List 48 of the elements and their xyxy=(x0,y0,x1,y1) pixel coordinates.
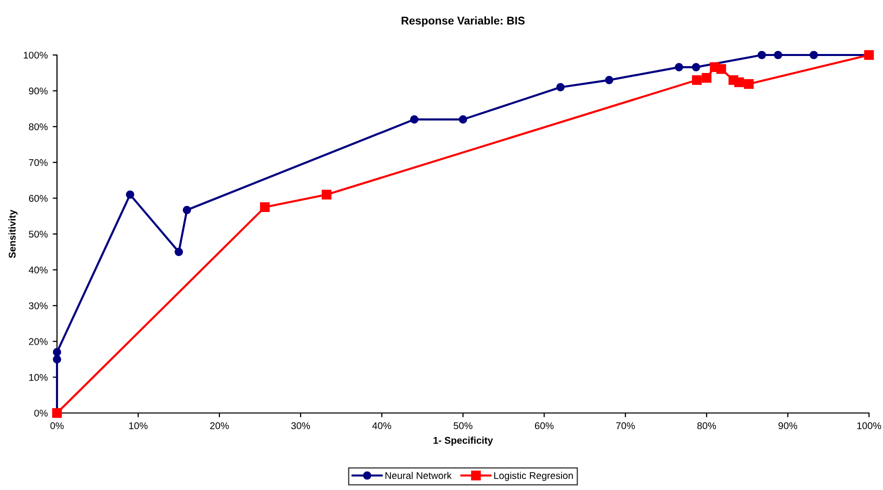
point xyxy=(810,50,818,60)
y-tick-label: 60% xyxy=(29,194,48,202)
y-axis-title: Sensitivity xyxy=(8,210,18,258)
y-tick-label: 90% xyxy=(28,88,48,94)
point xyxy=(692,75,702,85)
x-tick-label: 40% xyxy=(372,422,392,430)
point xyxy=(322,190,332,200)
x-tick-label: 50% xyxy=(454,422,472,430)
legend-label: Logistic Regresion xyxy=(494,472,573,481)
point xyxy=(716,64,726,74)
point xyxy=(458,115,468,124)
legend-label: Neural Network xyxy=(385,472,452,480)
point xyxy=(744,79,754,89)
point xyxy=(774,50,782,60)
y-tick-label: 80% xyxy=(28,123,48,130)
x-tick-label: 30% xyxy=(291,422,310,430)
point xyxy=(182,206,192,214)
x-tick-label: 20% xyxy=(210,422,229,430)
x-tick-label: 60% xyxy=(534,422,554,430)
point xyxy=(758,50,766,60)
x-tick-label: 10% xyxy=(129,422,148,430)
y-tick-label: 50% xyxy=(28,230,48,238)
point xyxy=(604,76,614,84)
point xyxy=(674,63,684,72)
y-tick-label: 30% xyxy=(28,302,48,310)
y-tick-label: 10% xyxy=(29,374,48,381)
point xyxy=(702,73,712,83)
y-tick-label: 0% xyxy=(34,410,48,417)
x-tick-label: 100% xyxy=(857,422,882,430)
point xyxy=(52,355,62,364)
y-tick-label: 70% xyxy=(29,159,48,166)
x-tick-label: 90% xyxy=(778,422,798,430)
point xyxy=(174,248,183,256)
point xyxy=(52,348,62,356)
point xyxy=(410,115,418,124)
point xyxy=(734,77,744,88)
x-axis-title: 1- Specificity xyxy=(434,436,493,446)
y-tick-label: 20% xyxy=(29,338,48,346)
x-tick-label: 0% xyxy=(50,422,64,430)
x-tick-label: 80% xyxy=(697,422,716,430)
x-tick-label: 70% xyxy=(616,422,635,430)
point xyxy=(556,83,565,92)
point xyxy=(126,190,134,199)
point xyxy=(260,202,270,212)
y-tick-label: 40% xyxy=(28,266,48,274)
point xyxy=(692,63,700,72)
y-tick-label: 100% xyxy=(24,52,48,59)
chart-title: Response Variable: BIS xyxy=(402,16,525,27)
